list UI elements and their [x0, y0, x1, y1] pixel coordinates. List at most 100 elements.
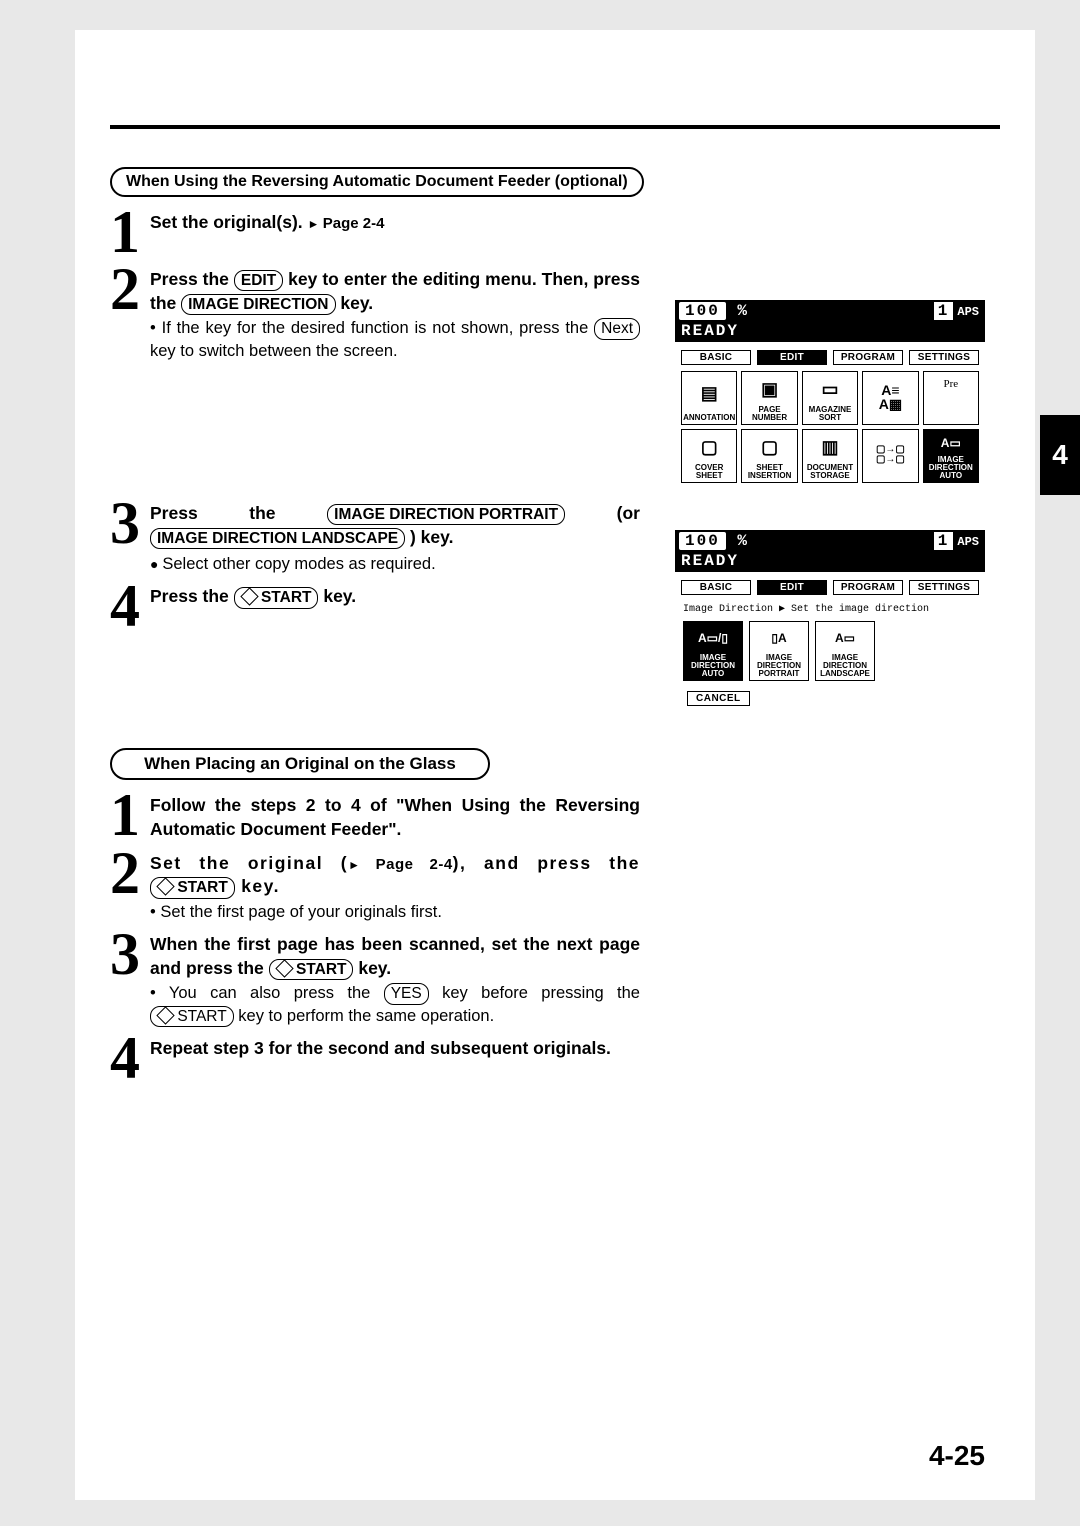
step-text: ) key. — [405, 527, 453, 547]
step-a1: 1 Set the original(s). Page 2-4 — [110, 207, 1000, 258]
btn-image-direction-auto[interactable]: A▭IMAGE DIRECTION AUTO — [923, 429, 979, 483]
diamond-icon — [276, 960, 292, 976]
step-text: Press the — [150, 586, 234, 606]
step-b2: 2 Set the original (Page 2-4), and press… — [110, 848, 1000, 924]
start-key: START — [150, 1006, 234, 1027]
step-text: When the first page has been scanned, se… — [150, 934, 640, 978]
lcd-tabs: BASIC EDIT PROGRAM SETTINGS — [675, 572, 985, 601]
storage-icon: ▥ — [803, 430, 857, 464]
lcd-message: Image Direction ▶ Set the image directio… — [675, 601, 985, 617]
lcd-ready: READY — [675, 322, 985, 342]
tab-settings[interactable]: SETTINGS — [909, 580, 979, 595]
bullet-text: Select other copy modes as required. — [150, 553, 640, 575]
lcd-ready: READY — [675, 552, 985, 572]
opt-portrait[interactable]: ▯AIMAGE DIRECTION PORTRAIT — [749, 621, 809, 681]
step-text: (or — [565, 503, 640, 523]
yes-key: YES — [384, 983, 429, 1004]
tab-program[interactable]: PROGRAM — [833, 580, 903, 595]
step-number: 2 — [110, 848, 150, 899]
tab-settings[interactable]: SETTINGS — [909, 350, 979, 365]
tab-program[interactable]: PROGRAM — [833, 350, 903, 365]
step-number: 1 — [110, 207, 150, 258]
page-ref: Page 2-4 — [348, 856, 453, 873]
btn-annotation[interactable]: ▤ANNOTATION — [681, 371, 737, 425]
tab-edit[interactable]: EDIT — [757, 350, 827, 365]
step-text: key. — [336, 293, 374, 313]
step-number: 4 — [110, 581, 150, 632]
auto-icon: A▭/▯ — [684, 622, 742, 654]
step-text: Press the — [150, 503, 327, 523]
tab-basic[interactable]: BASIC — [681, 350, 751, 365]
lcd-screen-2: 100 % 1APS READY BASIC EDIT PROGRAM SETT… — [675, 530, 985, 740]
start-key: START — [150, 877, 235, 898]
copy-count: 1 — [934, 302, 954, 320]
step-number: 1 — [110, 790, 150, 841]
page-ref: Page 2-4 — [308, 215, 385, 232]
start-key: START — [269, 959, 354, 980]
note-text: If the key for the desired function is n… — [162, 319, 594, 337]
step-number: 3 — [110, 929, 150, 980]
lcd-header: 100 % 1APS — [675, 300, 985, 322]
chapter-tab: 4 — [1040, 415, 1080, 495]
sheet-icon: ▢ — [682, 430, 736, 464]
landscape-icon: A▭ — [816, 622, 874, 654]
lcd-option-grid: A▭/▯IMAGE DIRECTION AUTO ▯AIMAGE DIRECTI… — [675, 617, 985, 685]
lcd-screen-1: 100 % 1APS READY BASIC EDIT PROGRAM SETT… — [675, 300, 985, 520]
btn-arrows[interactable]: ▢→▢▢→▢ — [862, 429, 918, 483]
aps-label: APS — [957, 533, 979, 549]
btn-cancel[interactable]: CANCEL — [687, 691, 750, 706]
page: When Using the Reversing Automatic Docum… — [75, 30, 1035, 1500]
copy-count: 1 — [934, 532, 954, 550]
section-a-heading: When Using the Reversing Automatic Docum… — [110, 167, 644, 197]
step-number: 4 — [110, 1033, 150, 1084]
image-direction-key: IMAGE DIRECTION — [181, 294, 335, 315]
diamond-icon — [157, 1007, 173, 1023]
tab-edit[interactable]: EDIT — [757, 580, 827, 595]
pages-icon: ▣ — [742, 372, 796, 406]
step-text: Set the original ( — [150, 853, 348, 873]
opt-landscape[interactable]: A▭IMAGE DIRECTION LANDSCAPE — [815, 621, 875, 681]
step-b1: 1 Follow the steps 2 to 4 of "When Using… — [110, 790, 1000, 841]
doc-icon: ▤ — [682, 372, 736, 414]
percent-symbol: % — [737, 532, 749, 550]
btn-document-storage[interactable]: ▥DOCUMENT STORAGE — [802, 429, 858, 483]
book-icon: ▭ — [803, 372, 857, 406]
btn-cover-sheet[interactable]: ▢COVER SHEET — [681, 429, 737, 483]
lcd-tabs: BASIC EDIT PROGRAM SETTINGS — [675, 342, 985, 371]
step-text: Repeat step 3 for the second and subsequ… — [150, 1037, 640, 1061]
step-b4: 4 Repeat step 3 for the second and subse… — [110, 1033, 1000, 1084]
step-text: key. — [235, 876, 280, 896]
tab-basic[interactable]: BASIC — [681, 580, 751, 595]
lcd-header: 100 % 1APS — [675, 530, 985, 552]
aps-label: APS — [957, 303, 979, 319]
step-text: Set the original(s). — [150, 212, 308, 232]
note-text: key to switch between the screen. — [150, 342, 398, 360]
btn-sheet-insertion[interactable]: ▢SHEET INSERTION — [741, 429, 797, 483]
btn-a-option[interactable]: A≡A▦ — [862, 371, 918, 425]
percent-symbol: % — [737, 302, 749, 320]
arrows-icon: ▢→▢▢→▢ — [863, 430, 917, 480]
btn-page-number[interactable]: ▣PAGE NUMBER — [741, 371, 797, 425]
zoom-value: 100 — [679, 532, 726, 550]
note-text: key before pressing the — [429, 984, 640, 1002]
btn-magazine-sort[interactable]: ▭MAGAZINE SORT — [802, 371, 858, 425]
insert-icon: ▢ — [742, 430, 796, 464]
a-icon: A≡A▦ — [863, 372, 917, 422]
note-text: You can also press the — [169, 984, 384, 1002]
zoom-value: 100 — [679, 302, 726, 320]
section-b-heading: When Placing an Original on the Glass — [110, 748, 490, 780]
btn-pre[interactable]: Pre — [923, 371, 979, 425]
step-text: Follow the steps 2 to 4 of "When Using t… — [150, 794, 640, 841]
portrait-key: IMAGE DIRECTION PORTRAIT — [327, 504, 565, 525]
lcd-button-grid: ▤ANNOTATION ▣PAGE NUMBER ▭MAGAZINE SORT … — [675, 371, 985, 483]
direction-icon: A▭ — [924, 430, 978, 456]
start-key: START — [234, 587, 319, 608]
step-text: ), and press the — [453, 853, 640, 873]
opt-auto[interactable]: A▭/▯IMAGE DIRECTION AUTO — [683, 621, 743, 681]
step-b3: 3 When the first page has been scanned, … — [110, 929, 1000, 1027]
landscape-key: IMAGE DIRECTION LANDSCAPE — [150, 528, 405, 549]
next-key: Next — [594, 318, 640, 339]
diamond-icon — [157, 878, 173, 894]
diamond-icon — [241, 588, 257, 604]
page-number: 4-25 — [929, 1440, 985, 1472]
